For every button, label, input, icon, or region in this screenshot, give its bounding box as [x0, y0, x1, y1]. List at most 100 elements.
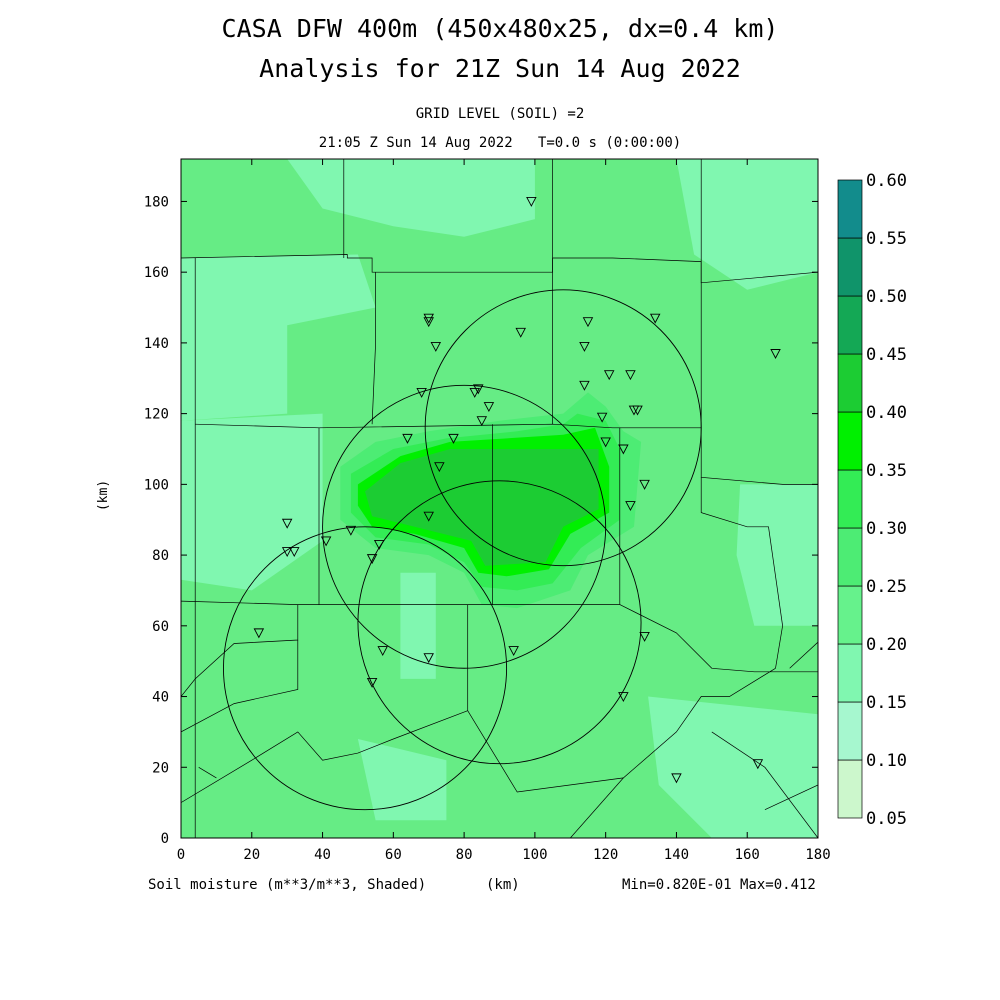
y-tick-label: 100	[144, 477, 169, 493]
colorbar-segment-0	[837, 759, 863, 819]
station-marker-32	[288, 547, 300, 558]
x-tick-label: 20	[243, 847, 260, 863]
colorbar-label: 0.35	[866, 461, 907, 481]
moisture-region-5	[648, 696, 818, 838]
colorbar-label: 0.10	[866, 751, 907, 771]
chart-title-line2: Analysis for 21Z Sun 14 Aug 2022	[259, 54, 741, 83]
radar-ring-0	[424, 289, 702, 567]
station-marker-4	[582, 317, 594, 328]
radar-ring-2	[357, 480, 642, 765]
colorbar-label: 0.45	[866, 345, 907, 365]
colorbar-label: 0.15	[866, 693, 907, 713]
station-marker-9	[473, 384, 484, 395]
x-tick-label: 180	[805, 847, 830, 863]
x-tick-label: 60	[385, 847, 402, 863]
station-marker-27	[281, 518, 293, 529]
colorbar-segment-9	[837, 237, 863, 297]
min-max-label: Min=0.820E-01 Max=0.412	[622, 877, 816, 893]
y-tick-label: 140	[144, 336, 169, 352]
county-boundary-13	[619, 604, 818, 673]
x-axis-label: (km)	[486, 877, 520, 893]
station-marker-26	[423, 511, 434, 522]
x-tick-label: 140	[664, 847, 689, 863]
x-tick-label: 120	[593, 847, 618, 863]
station-marker-11	[483, 402, 495, 413]
y-tick-label: 60	[152, 619, 169, 635]
moisture-region-4	[736, 484, 818, 626]
moisture-region-2	[287, 159, 535, 237]
station-marker-40	[618, 692, 629, 703]
station-marker-18	[476, 416, 488, 427]
station-marker-30	[373, 540, 385, 550]
y-axis-label: (km)	[96, 479, 112, 512]
colorbar-segment-4	[837, 527, 863, 587]
field-label: Soil moisture (m**3/m**3, Shaded)	[148, 877, 427, 893]
y-tick-label: 0	[161, 831, 169, 847]
y-tick-label: 180	[144, 194, 169, 210]
station-marker-28	[345, 525, 357, 536]
station-marker-22	[448, 433, 459, 444]
colorbar-segment-1	[837, 701, 863, 761]
station-marker-38	[508, 646, 519, 657]
colorbar-label: 0.05	[866, 809, 907, 829]
grid-level-label: GRID LEVEL (SOIL) =2	[415, 106, 585, 122]
colorbar-segment-2	[837, 643, 863, 703]
x-tick-label: 0	[177, 847, 185, 863]
x-tick-label: 100	[522, 847, 547, 863]
colorbar-segment-6	[837, 411, 863, 471]
station-markers	[253, 196, 781, 784]
moisture-region-1	[181, 413, 323, 591]
colorbar-label: 0.55	[866, 229, 907, 249]
y-tick-label: 160	[144, 265, 169, 281]
station-marker-14	[579, 380, 590, 391]
county-boundary-19	[198, 766, 217, 779]
station-marker-12	[603, 370, 615, 381]
county-boundary-22	[764, 784, 818, 811]
station-marker-3	[649, 313, 661, 324]
y-tick-label: 40	[152, 690, 169, 706]
station-marker-20	[600, 437, 611, 448]
colorbar: 0.05 0.10 0.15 0.20 0.25 0.30 0.35 0.40 0.45 0.50…	[837, 171, 907, 829]
county-boundaries	[181, 159, 818, 838]
station-marker-7	[579, 341, 590, 352]
station-marker-39	[366, 677, 378, 688]
colorbar-label: 0.20	[866, 635, 907, 655]
colorbar-segment-10	[837, 179, 863, 239]
station-marker-37	[423, 653, 434, 664]
station-marker-6	[430, 341, 442, 352]
county-boundary-21	[711, 731, 818, 838]
moisture-shaded-regions	[181, 159, 818, 838]
radar-ring-1	[322, 384, 607, 669]
station-marker-21	[618, 444, 629, 455]
y-tick-label: 20	[152, 760, 169, 776]
y-tick-label: 80	[152, 548, 169, 564]
radar-ring-3	[223, 526, 508, 811]
county-boundary-14	[700, 477, 783, 669]
colorbar-label: 0.30	[866, 519, 907, 539]
county-boundary-17	[181, 710, 468, 803]
moisture-region-3	[676, 159, 818, 290]
plot-frame	[180, 158, 819, 839]
county-boundary-16	[181, 640, 299, 733]
station-marker-31	[281, 547, 293, 558]
station-marker-25	[625, 501, 636, 512]
colorbar-segment-3	[837, 585, 863, 645]
station-marker-5	[515, 327, 526, 338]
radar-range-rings	[223, 289, 702, 811]
station-marker-10	[469, 387, 480, 398]
moisture-region-7	[400, 572, 436, 679]
moisture-region-11	[365, 449, 599, 566]
station-marker-42	[752, 759, 764, 770]
colorbar-label: 0.25	[866, 577, 907, 597]
station-marker-43	[770, 349, 781, 359]
x-tick-label: 160	[735, 847, 760, 863]
station-marker-41	[671, 773, 682, 784]
county-boundary-15	[181, 604, 299, 697]
y-tick-label: 120	[144, 407, 169, 423]
station-marker-35	[639, 631, 650, 642]
county-boundary-20	[570, 777, 624, 838]
station-marker-36	[377, 646, 388, 657]
colorbar-label: 0.60	[866, 171, 907, 191]
y-axis: 0 20 40 60 80 100 120 140 160 180	[144, 194, 818, 847]
county-boundary-18	[467, 604, 776, 793]
